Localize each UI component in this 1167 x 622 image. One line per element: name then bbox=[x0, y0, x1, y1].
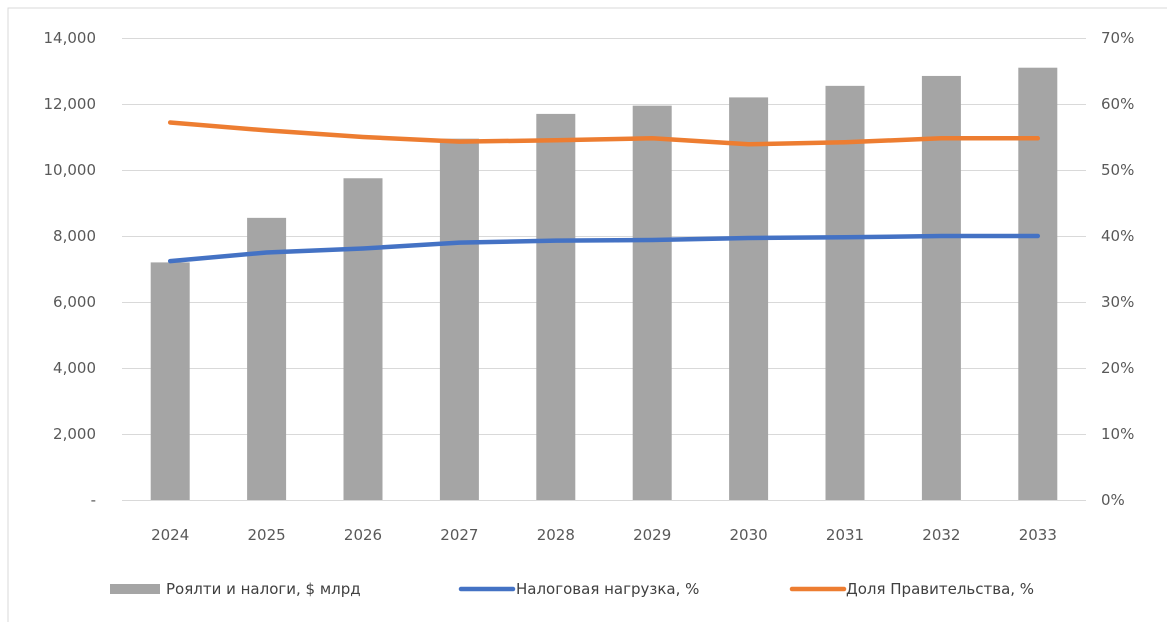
bar-2024 bbox=[150, 262, 190, 500]
x-axis-tick-label: 2033 bbox=[1019, 526, 1057, 544]
line-series-1 bbox=[167, 233, 1041, 264]
bar-2032 bbox=[921, 75, 961, 500]
legend-label: Доля Правительства, % bbox=[846, 580, 1034, 598]
x-axis-tick-label: 2025 bbox=[248, 526, 286, 544]
right-axis-tick-label: 50% bbox=[1101, 161, 1134, 179]
bar-2031 bbox=[825, 85, 865, 500]
right-axis-tick-label: 10% bbox=[1101, 425, 1134, 443]
bar-2027 bbox=[439, 138, 479, 500]
right-axis-tick-label: 60% bbox=[1101, 95, 1134, 113]
legend-item-1[interactable]: Роялти и налоги, $ млрд bbox=[110, 580, 361, 598]
left-axis-tick-label: 2,000 bbox=[53, 425, 96, 443]
right-axis-tick-label: 0% bbox=[1101, 491, 1125, 509]
bar-2030 bbox=[729, 97, 769, 501]
x-axis-tick-label: 2026 bbox=[344, 526, 382, 544]
right-axis-tick-label: 70% bbox=[1101, 29, 1134, 47]
bar-2029 bbox=[632, 105, 672, 501]
legend-label: Налоговая нагрузка, % bbox=[516, 580, 699, 598]
right-axis-tick-label: 40% bbox=[1101, 227, 1134, 245]
left-axis-tick-label: - bbox=[91, 491, 96, 509]
left-axis-tick-label: 4,000 bbox=[53, 359, 96, 377]
legend-swatch bbox=[110, 584, 160, 594]
bar-2033 bbox=[1018, 67, 1058, 500]
legend-item-3[interactable]: Доля Правительства, % bbox=[789, 580, 1034, 598]
legend-label: Роялти и налоги, $ млрд bbox=[166, 580, 361, 598]
x-axis-tick-label: 2028 bbox=[537, 526, 575, 544]
left-axis-tick-label: 12,000 bbox=[44, 95, 97, 113]
x-axis-tick-label: 2030 bbox=[730, 526, 768, 544]
line-series-2 bbox=[167, 120, 1041, 147]
left-axis-tick-label: 8,000 bbox=[53, 227, 96, 245]
bar-2028 bbox=[536, 113, 576, 501]
x-axis-tick-label: 2024 bbox=[151, 526, 189, 544]
left-axis-tick-label: 14,000 bbox=[44, 29, 97, 47]
x-axis-tick-label: 2029 bbox=[633, 526, 671, 544]
bar-2025 bbox=[247, 217, 287, 500]
chart-border bbox=[7, 7, 1167, 622]
left-axis-tick-label: 6,000 bbox=[53, 293, 96, 311]
x-axis-tick-label: 2032 bbox=[922, 526, 960, 544]
legend-item-2[interactable]: Налоговая нагрузка, % bbox=[458, 580, 699, 598]
left-axis-tick-label: 10,000 bbox=[44, 161, 97, 179]
x-axis-tick-label: 2031 bbox=[826, 526, 864, 544]
right-axis-tick-label: 20% bbox=[1101, 359, 1134, 377]
x-axis-tick-label: 2027 bbox=[440, 526, 478, 544]
bar-2026 bbox=[343, 178, 383, 500]
right-axis-tick-label: 30% bbox=[1101, 293, 1134, 311]
